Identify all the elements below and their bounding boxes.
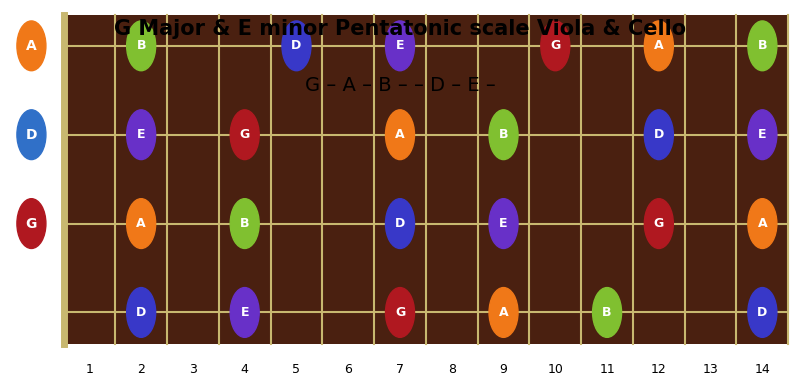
- Text: G Major & E minor Pentatonic scale Viola & Cello: G Major & E minor Pentatonic scale Viola…: [114, 19, 686, 39]
- Text: A: A: [654, 39, 664, 52]
- Text: B: B: [137, 39, 146, 52]
- Text: 14: 14: [754, 363, 770, 376]
- Circle shape: [126, 21, 156, 71]
- Circle shape: [386, 288, 414, 337]
- Circle shape: [748, 288, 777, 337]
- Text: G: G: [654, 217, 664, 230]
- Circle shape: [230, 199, 259, 249]
- Text: B: B: [240, 217, 250, 230]
- Circle shape: [489, 199, 518, 249]
- Text: 6: 6: [344, 363, 352, 376]
- Circle shape: [386, 21, 414, 71]
- Text: A: A: [758, 217, 767, 230]
- Circle shape: [386, 110, 414, 160]
- Circle shape: [17, 199, 46, 249]
- Circle shape: [644, 110, 674, 160]
- Text: 3: 3: [189, 363, 197, 376]
- Circle shape: [541, 21, 570, 71]
- Circle shape: [230, 110, 259, 160]
- Circle shape: [386, 199, 414, 249]
- Circle shape: [748, 199, 777, 249]
- Circle shape: [230, 288, 259, 337]
- Text: 1: 1: [86, 363, 94, 376]
- Text: G: G: [239, 128, 250, 141]
- Text: A: A: [136, 217, 146, 230]
- Circle shape: [489, 110, 518, 160]
- Circle shape: [489, 288, 518, 337]
- Circle shape: [282, 21, 311, 71]
- Text: 2: 2: [138, 363, 145, 376]
- FancyBboxPatch shape: [63, 15, 788, 344]
- Text: 10: 10: [547, 363, 563, 376]
- Circle shape: [17, 21, 46, 71]
- Circle shape: [17, 110, 46, 160]
- Text: D: D: [654, 128, 664, 141]
- Text: 9: 9: [499, 363, 507, 376]
- Text: G: G: [26, 217, 37, 231]
- Text: D: D: [758, 306, 767, 319]
- Text: E: E: [241, 306, 249, 319]
- Text: A: A: [498, 306, 508, 319]
- Text: D: D: [291, 39, 302, 52]
- Text: E: E: [396, 39, 404, 52]
- Text: A: A: [395, 128, 405, 141]
- Text: E: E: [499, 217, 508, 230]
- Text: G: G: [395, 306, 405, 319]
- Circle shape: [126, 288, 156, 337]
- Text: A: A: [26, 39, 37, 53]
- Circle shape: [644, 21, 674, 71]
- Text: 11: 11: [599, 363, 615, 376]
- Text: E: E: [758, 128, 766, 141]
- Text: D: D: [26, 128, 37, 142]
- Text: B: B: [758, 39, 767, 52]
- Text: 8: 8: [448, 363, 456, 376]
- Circle shape: [748, 21, 777, 71]
- Text: G – A – B – – D – E –: G – A – B – – D – E –: [305, 76, 495, 95]
- Circle shape: [126, 110, 156, 160]
- Text: G: G: [550, 39, 561, 52]
- Circle shape: [126, 199, 156, 249]
- Circle shape: [644, 199, 674, 249]
- Text: D: D: [395, 217, 405, 230]
- Text: 7: 7: [396, 363, 404, 376]
- Circle shape: [748, 110, 777, 160]
- Text: 5: 5: [293, 363, 301, 376]
- Text: 4: 4: [241, 363, 249, 376]
- Text: E: E: [137, 128, 146, 141]
- Text: 13: 13: [702, 363, 718, 376]
- Text: D: D: [136, 306, 146, 319]
- Circle shape: [593, 288, 622, 337]
- Text: 12: 12: [651, 363, 666, 376]
- Text: B: B: [602, 306, 612, 319]
- Text: B: B: [498, 128, 508, 141]
